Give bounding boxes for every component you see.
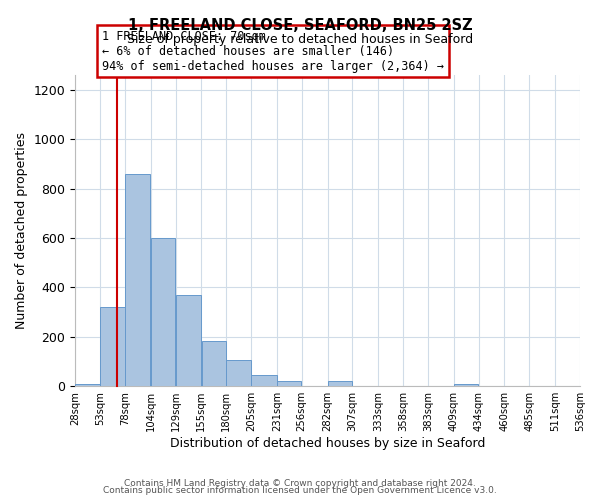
Text: Contains public sector information licensed under the Open Government Licence v3: Contains public sector information licen… [103, 486, 497, 495]
Bar [226, 360, 251, 386]
Bar [151, 238, 175, 386]
Text: 1 FREELAND CLOSE: 70sqm
← 6% of detached houses are smaller (146)
94% of semi-de: 1 FREELAND CLOSE: 70sqm ← 6% of detached… [102, 30, 444, 72]
Text: Contains HM Land Registry data © Crown copyright and database right 2024.: Contains HM Land Registry data © Crown c… [124, 478, 476, 488]
Bar [125, 174, 151, 386]
Bar [76, 384, 100, 386]
X-axis label: Distribution of detached houses by size in Seaford: Distribution of detached houses by size … [170, 437, 485, 450]
Bar [176, 295, 201, 386]
Text: 1, FREELAND CLOSE, SEAFORD, BN25 2SZ: 1, FREELAND CLOSE, SEAFORD, BN25 2SZ [128, 18, 472, 32]
Text: Size of property relative to detached houses in Seaford: Size of property relative to detached ho… [127, 32, 473, 46]
Bar [251, 375, 277, 386]
Bar [202, 340, 226, 386]
Bar [100, 307, 125, 386]
Y-axis label: Number of detached properties: Number of detached properties [15, 132, 28, 329]
Bar [328, 382, 352, 386]
Bar [454, 384, 478, 386]
Bar [277, 382, 301, 386]
